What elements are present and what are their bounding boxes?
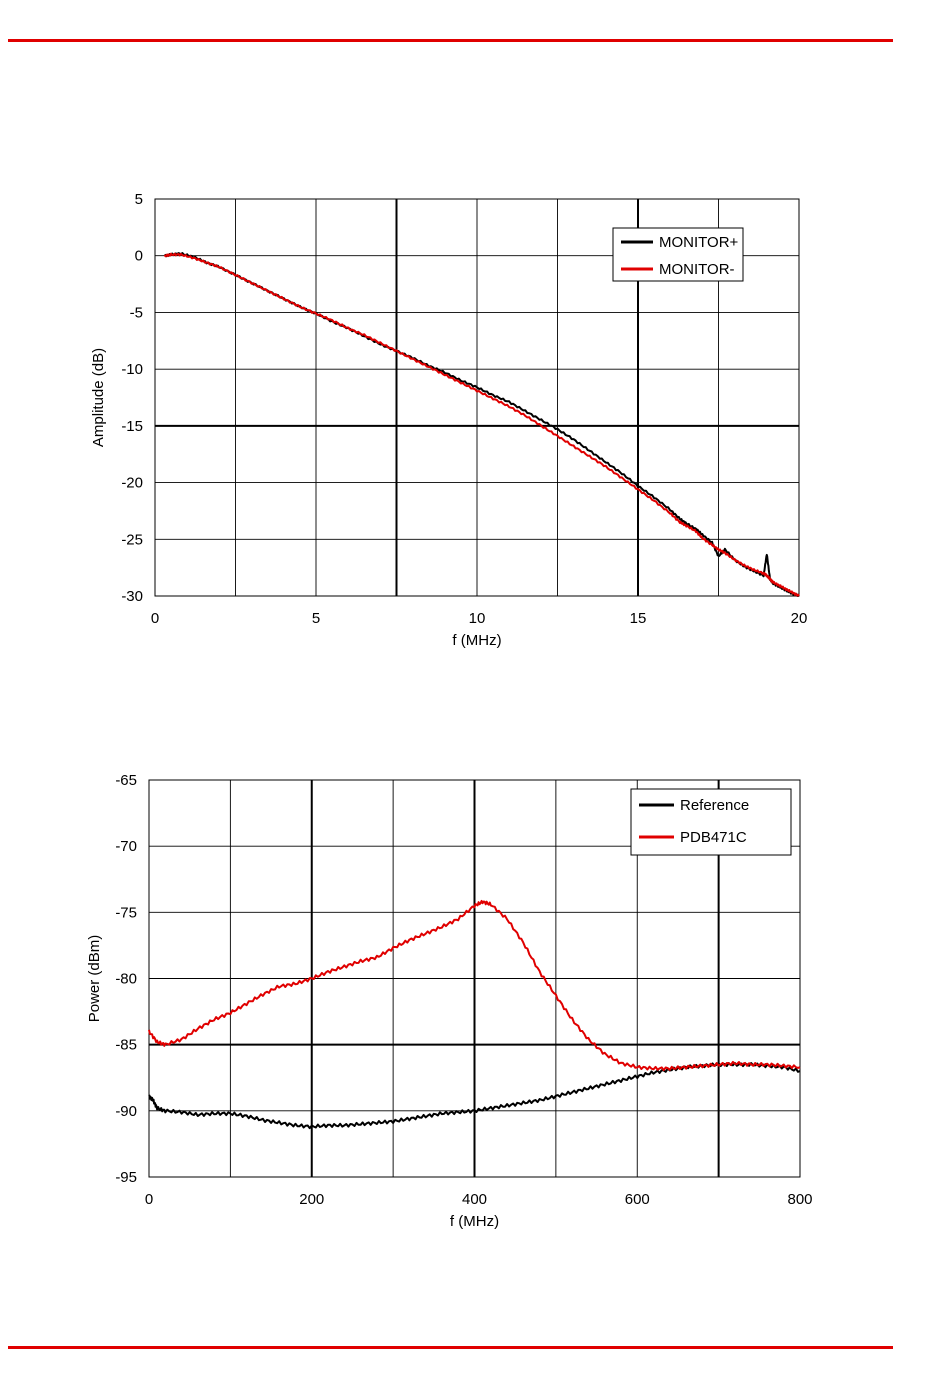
y-axis-label: Amplitude (dB): [90, 348, 107, 447]
y-tick-label: -85: [115, 1037, 137, 1054]
amplitude-chart: 0 5 10 15 20 5 0 -5 -10 -15 -20 -25 -30 f (MHz) Amplit…: [90, 191, 808, 649]
legend-label: PDB471C: [680, 829, 747, 846]
x-tick-label: 20: [791, 610, 808, 627]
plot-area-border: [154, 198, 800, 597]
y-tick-label: -75: [115, 904, 137, 921]
x-tick-label: 800: [787, 1191, 812, 1208]
y-tick-label: -70: [115, 838, 137, 855]
y-tick-label: -90: [115, 1103, 137, 1120]
bottom-red-rule: [8, 1346, 893, 1349]
y-tick-label: -20: [121, 475, 143, 492]
x-axis-label: f (MHz): [450, 1213, 499, 1230]
y-tick-label: -15: [121, 418, 143, 435]
series-line-monitor-: [163, 252, 800, 597]
y-tick-label: -10: [121, 361, 143, 378]
y-tick-label: 5: [135, 191, 143, 208]
y-tick-label: -95: [115, 1169, 137, 1186]
top-red-rule: [8, 39, 893, 42]
x-tick-label: 0: [151, 610, 159, 627]
legend-label: MONITOR+: [659, 234, 739, 251]
x-tick-label: 400: [462, 1191, 487, 1208]
plot-area-border: [148, 779, 801, 1178]
x-tick-label: 0: [145, 1191, 153, 1208]
y-tick-label: -65: [115, 772, 137, 789]
legend-box: [630, 788, 792, 856]
legend-label: Reference: [680, 797, 749, 814]
y-tick-label: -80: [115, 971, 137, 988]
legend-box: [612, 227, 744, 282]
y-axis-label: Power (dBm): [86, 935, 103, 1023]
y-tick-label: -5: [130, 304, 143, 321]
x-tick-label: 600: [625, 1191, 650, 1208]
x-tick-label: 200: [299, 1191, 324, 1208]
y-tick-label: -25: [121, 531, 143, 548]
y-tick-label: 0: [135, 248, 143, 265]
x-tick-label: 10: [469, 610, 486, 627]
x-tick-label: 15: [630, 610, 647, 627]
power-chart: 0 200 400 600 800 -65 -70 -75 -80 -85 -90 -95 f (MHz…: [86, 772, 813, 1230]
y-tick-label: -30: [121, 588, 143, 605]
series-line-pdb471c: [148, 899, 801, 1072]
x-axis-label: f (MHz): [452, 632, 501, 649]
legend-label: MONITOR-: [659, 261, 735, 278]
x-tick-label: 5: [312, 610, 320, 627]
